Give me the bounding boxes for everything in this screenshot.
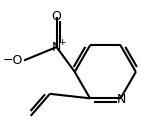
Text: +: + (59, 38, 66, 47)
Text: N: N (117, 93, 126, 106)
Text: O: O (52, 10, 61, 23)
Text: −O: −O (3, 54, 23, 67)
Text: N: N (52, 41, 61, 54)
